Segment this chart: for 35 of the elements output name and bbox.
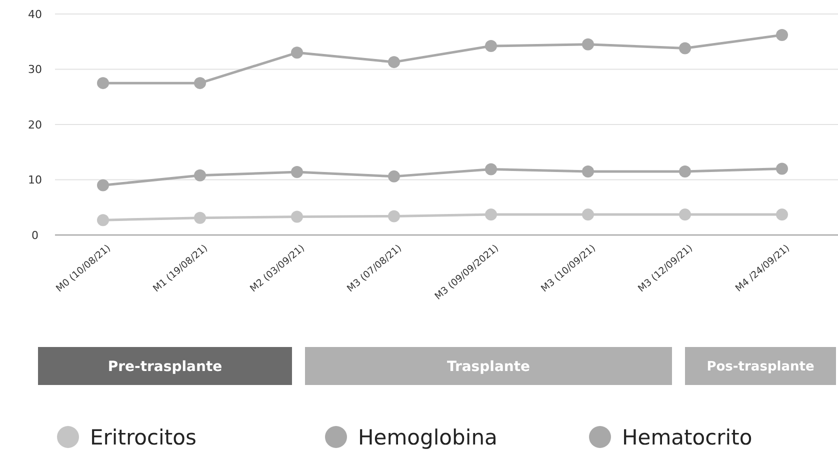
point [194,169,206,182]
point [485,163,497,176]
point [97,179,109,192]
legend-label: Hemoglobina [358,425,498,450]
text: Trasplante [446,358,530,375]
point [291,166,303,178]
point [388,170,400,182]
point [97,77,109,90]
point [291,46,303,59]
point [776,28,788,41]
point [582,165,594,178]
point [291,210,303,223]
y-tick-label: 40 [28,8,42,21]
point [194,77,206,90]
y-tick-label: 20 [28,118,42,132]
text: Pre-trasplante [108,358,222,375]
point [582,38,594,50]
point [388,56,400,68]
legend-label: Eritrocitos [90,425,196,450]
text: Pos-trasplante [706,360,814,375]
point [776,162,788,175]
y-tick-label: 10 [28,174,42,187]
point [485,40,497,52]
point [582,208,594,221]
point [776,208,788,221]
point [194,212,206,224]
point [485,208,497,221]
point [97,214,109,226]
legend-label: Hematocrito [622,425,752,450]
y-tick-label: 30 [28,63,42,76]
point [388,210,400,222]
y-tick-label: 0 [32,228,38,242]
point [679,42,691,54]
point [679,165,691,178]
point [679,208,691,221]
